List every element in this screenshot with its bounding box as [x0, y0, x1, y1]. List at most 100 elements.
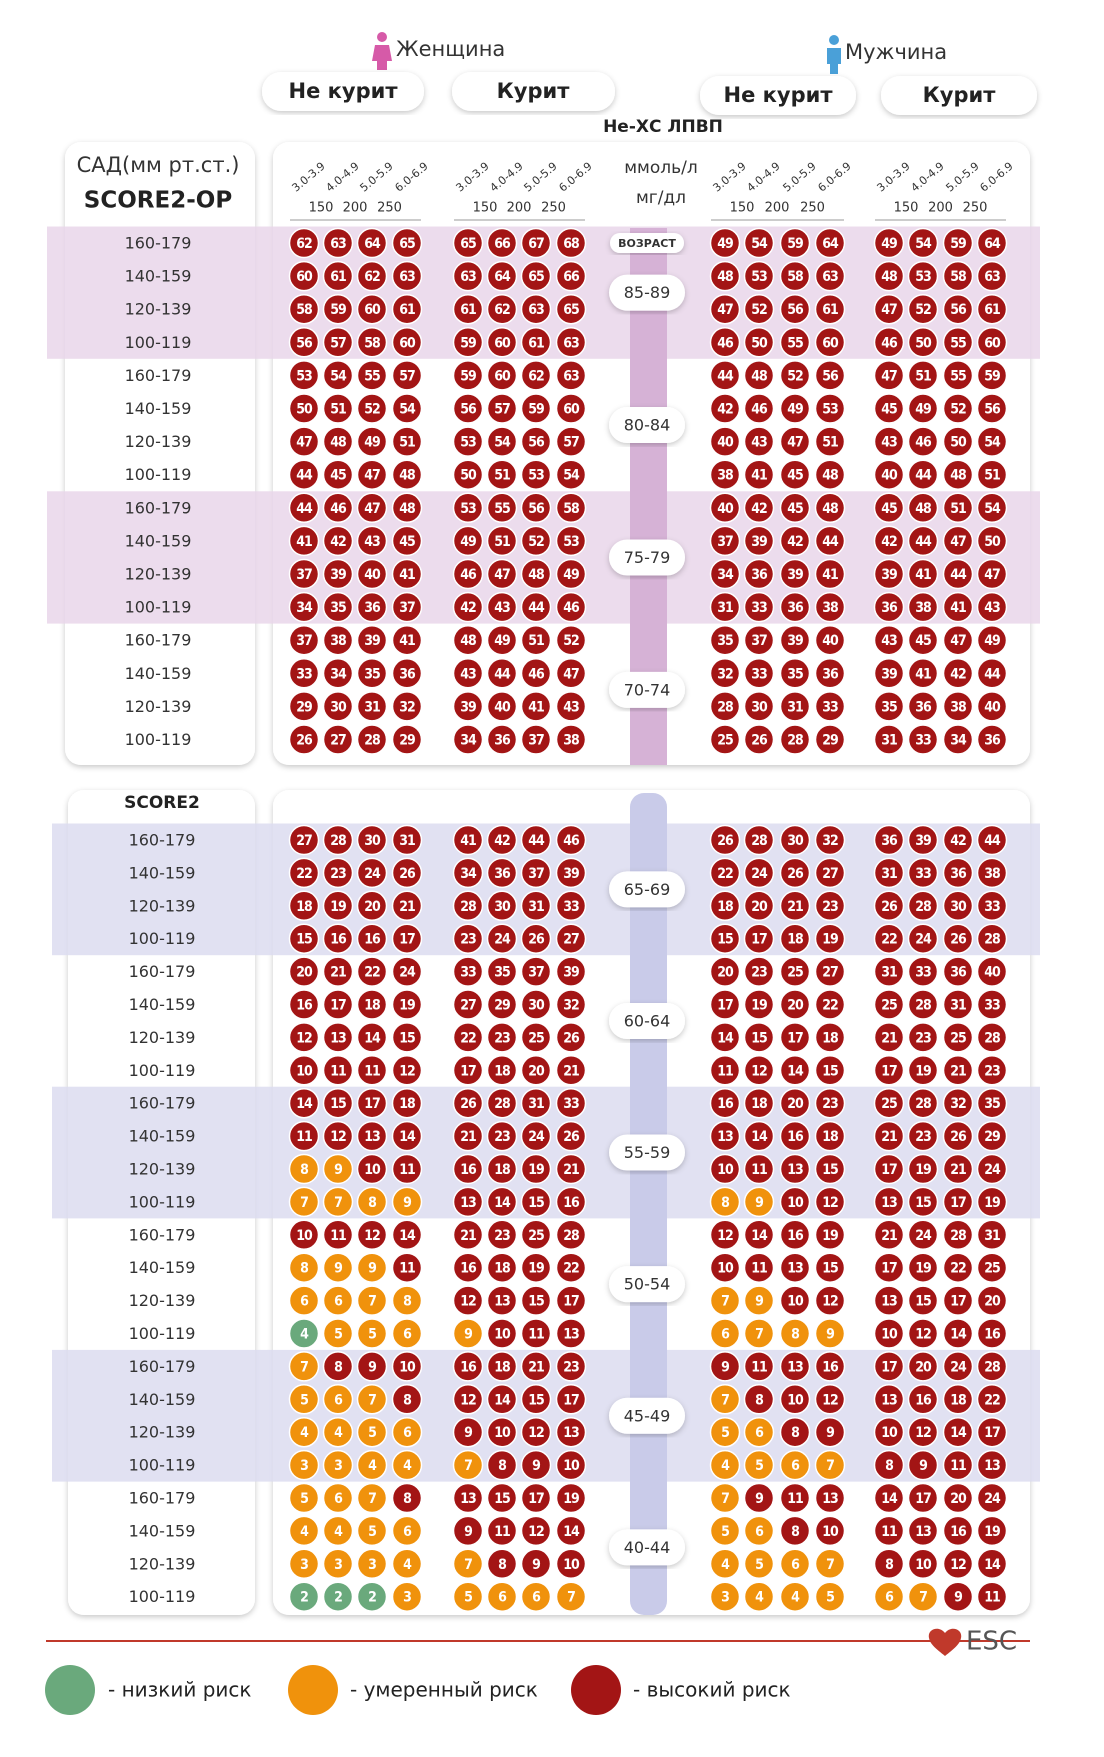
risk-dot	[391, 1416, 423, 1448]
risk-value: 31	[950, 998, 966, 1014]
risk-dot	[942, 658, 974, 689]
risk-value: 45	[881, 501, 897, 517]
risk-value: 34	[330, 666, 347, 682]
risk-dot	[709, 1515, 741, 1547]
risk-dot	[452, 1055, 484, 1086]
risk-value: 31	[717, 600, 733, 616]
risk-dot	[976, 1087, 1008, 1119]
risk-value: 41	[296, 534, 312, 550]
sbp-label: 140-159	[129, 1390, 196, 1409]
risk-value: 58	[563, 501, 579, 517]
risk-value: 22	[717, 866, 733, 882]
risk-value: 5	[464, 1590, 472, 1606]
risk-value: 20	[296, 965, 313, 981]
risk-dot	[452, 293, 484, 325]
risk-value: 35	[984, 1096, 1000, 1112]
risk-value: 27	[563, 932, 579, 948]
risk-dot	[873, 1153, 905, 1185]
risk-dot	[942, 824, 974, 856]
risk-dot	[709, 1022, 741, 1053]
risk-value: 42	[460, 600, 476, 616]
risk-value: 54	[399, 402, 416, 418]
risk-dot	[391, 1186, 423, 1218]
risk-value: 39	[330, 567, 346, 583]
risk-value: 19	[751, 998, 767, 1014]
risk-dot	[743, 1219, 775, 1251]
risk-dot	[709, 923, 741, 954]
risk-value: 9	[826, 1327, 834, 1343]
risk-value: 14	[296, 1096, 313, 1112]
risk-dot	[976, 591, 1008, 623]
risk-value: 16	[915, 1392, 932, 1408]
risk-value: 5	[300, 1491, 308, 1507]
risk-dot	[486, 1186, 518, 1218]
risk-dot	[873, 293, 905, 325]
risk-value: 31	[881, 866, 897, 882]
sbp-label: 120-139	[129, 1554, 196, 1573]
risk-dot	[391, 1384, 423, 1415]
risk-dot	[555, 293, 587, 325]
risk-value: 20	[950, 1491, 967, 1507]
risk-dot	[486, 260, 518, 292]
risk-value: 47	[494, 567, 510, 583]
risk-value: 8	[791, 1425, 799, 1441]
risk-value: 43	[563, 699, 579, 715]
risk-value: 11	[399, 1162, 415, 1178]
risk-value: 6	[334, 1392, 343, 1408]
risk-dot	[743, 1318, 775, 1349]
risk-value: 51	[528, 633, 544, 649]
risk-dot	[452, 327, 484, 358]
risk-dot	[907, 1581, 939, 1612]
hdl-mg-label: 250	[377, 201, 402, 216]
age-label: 70-74	[624, 680, 671, 699]
risk-value: 43	[364, 534, 380, 550]
sbp-label: 140-159	[129, 1127, 196, 1146]
risk-value: 43	[751, 435, 767, 451]
risk-value: 7	[919, 1590, 927, 1606]
risk-value: 14	[717, 1030, 734, 1046]
risk-dot	[322, 393, 354, 424]
risk-value: 21	[881, 1129, 897, 1145]
risk-value: 57	[494, 402, 510, 418]
risk-value: 6	[403, 1327, 412, 1343]
risk-value: 20	[528, 1063, 545, 1079]
risk-value: 28	[984, 1359, 1000, 1375]
risk-dot	[743, 360, 775, 391]
risk-dot	[779, 1449, 811, 1481]
risk-value: 6	[334, 1491, 343, 1507]
risk-dot	[322, 658, 354, 689]
risk-value: 33	[751, 600, 767, 616]
risk-dot	[743, 658, 775, 689]
risk-value: 48	[950, 468, 966, 484]
risk-dot	[779, 1186, 811, 1218]
risk-dot	[814, 658, 846, 689]
risk-dot	[907, 956, 939, 987]
risk-value: 11	[528, 1327, 544, 1343]
risk-dot	[486, 1120, 518, 1152]
risk-value: 8	[300, 1261, 308, 1277]
risk-dot	[452, 426, 484, 457]
risk-value: 37	[528, 866, 544, 882]
risk-value: 12	[822, 1195, 838, 1211]
risk-value: 41	[460, 833, 476, 849]
risk-value: 60	[399, 335, 416, 351]
risk-dot	[486, 1384, 518, 1415]
risk-dot	[520, 1416, 552, 1448]
risk-value: 56	[984, 402, 1001, 418]
risk-value: 60	[822, 335, 839, 351]
sbp-label: 160-179	[125, 366, 192, 385]
risk-value: 41	[399, 633, 415, 649]
risk-dot	[779, 293, 811, 325]
hdl-mg-label: 250	[963, 201, 988, 216]
risk-value: 31	[364, 699, 380, 715]
risk-value: 37	[751, 633, 767, 649]
risk-value: 23	[984, 1063, 1000, 1079]
risk-dot	[391, 1219, 423, 1251]
risk-dot	[555, 1087, 587, 1119]
risk-dot	[873, 558, 905, 590]
column-button	[262, 72, 424, 111]
risk-value: 14	[950, 1327, 967, 1343]
age-pill	[609, 671, 685, 708]
age-label: 75-79	[624, 548, 671, 567]
risk-value: 15	[822, 1162, 838, 1178]
